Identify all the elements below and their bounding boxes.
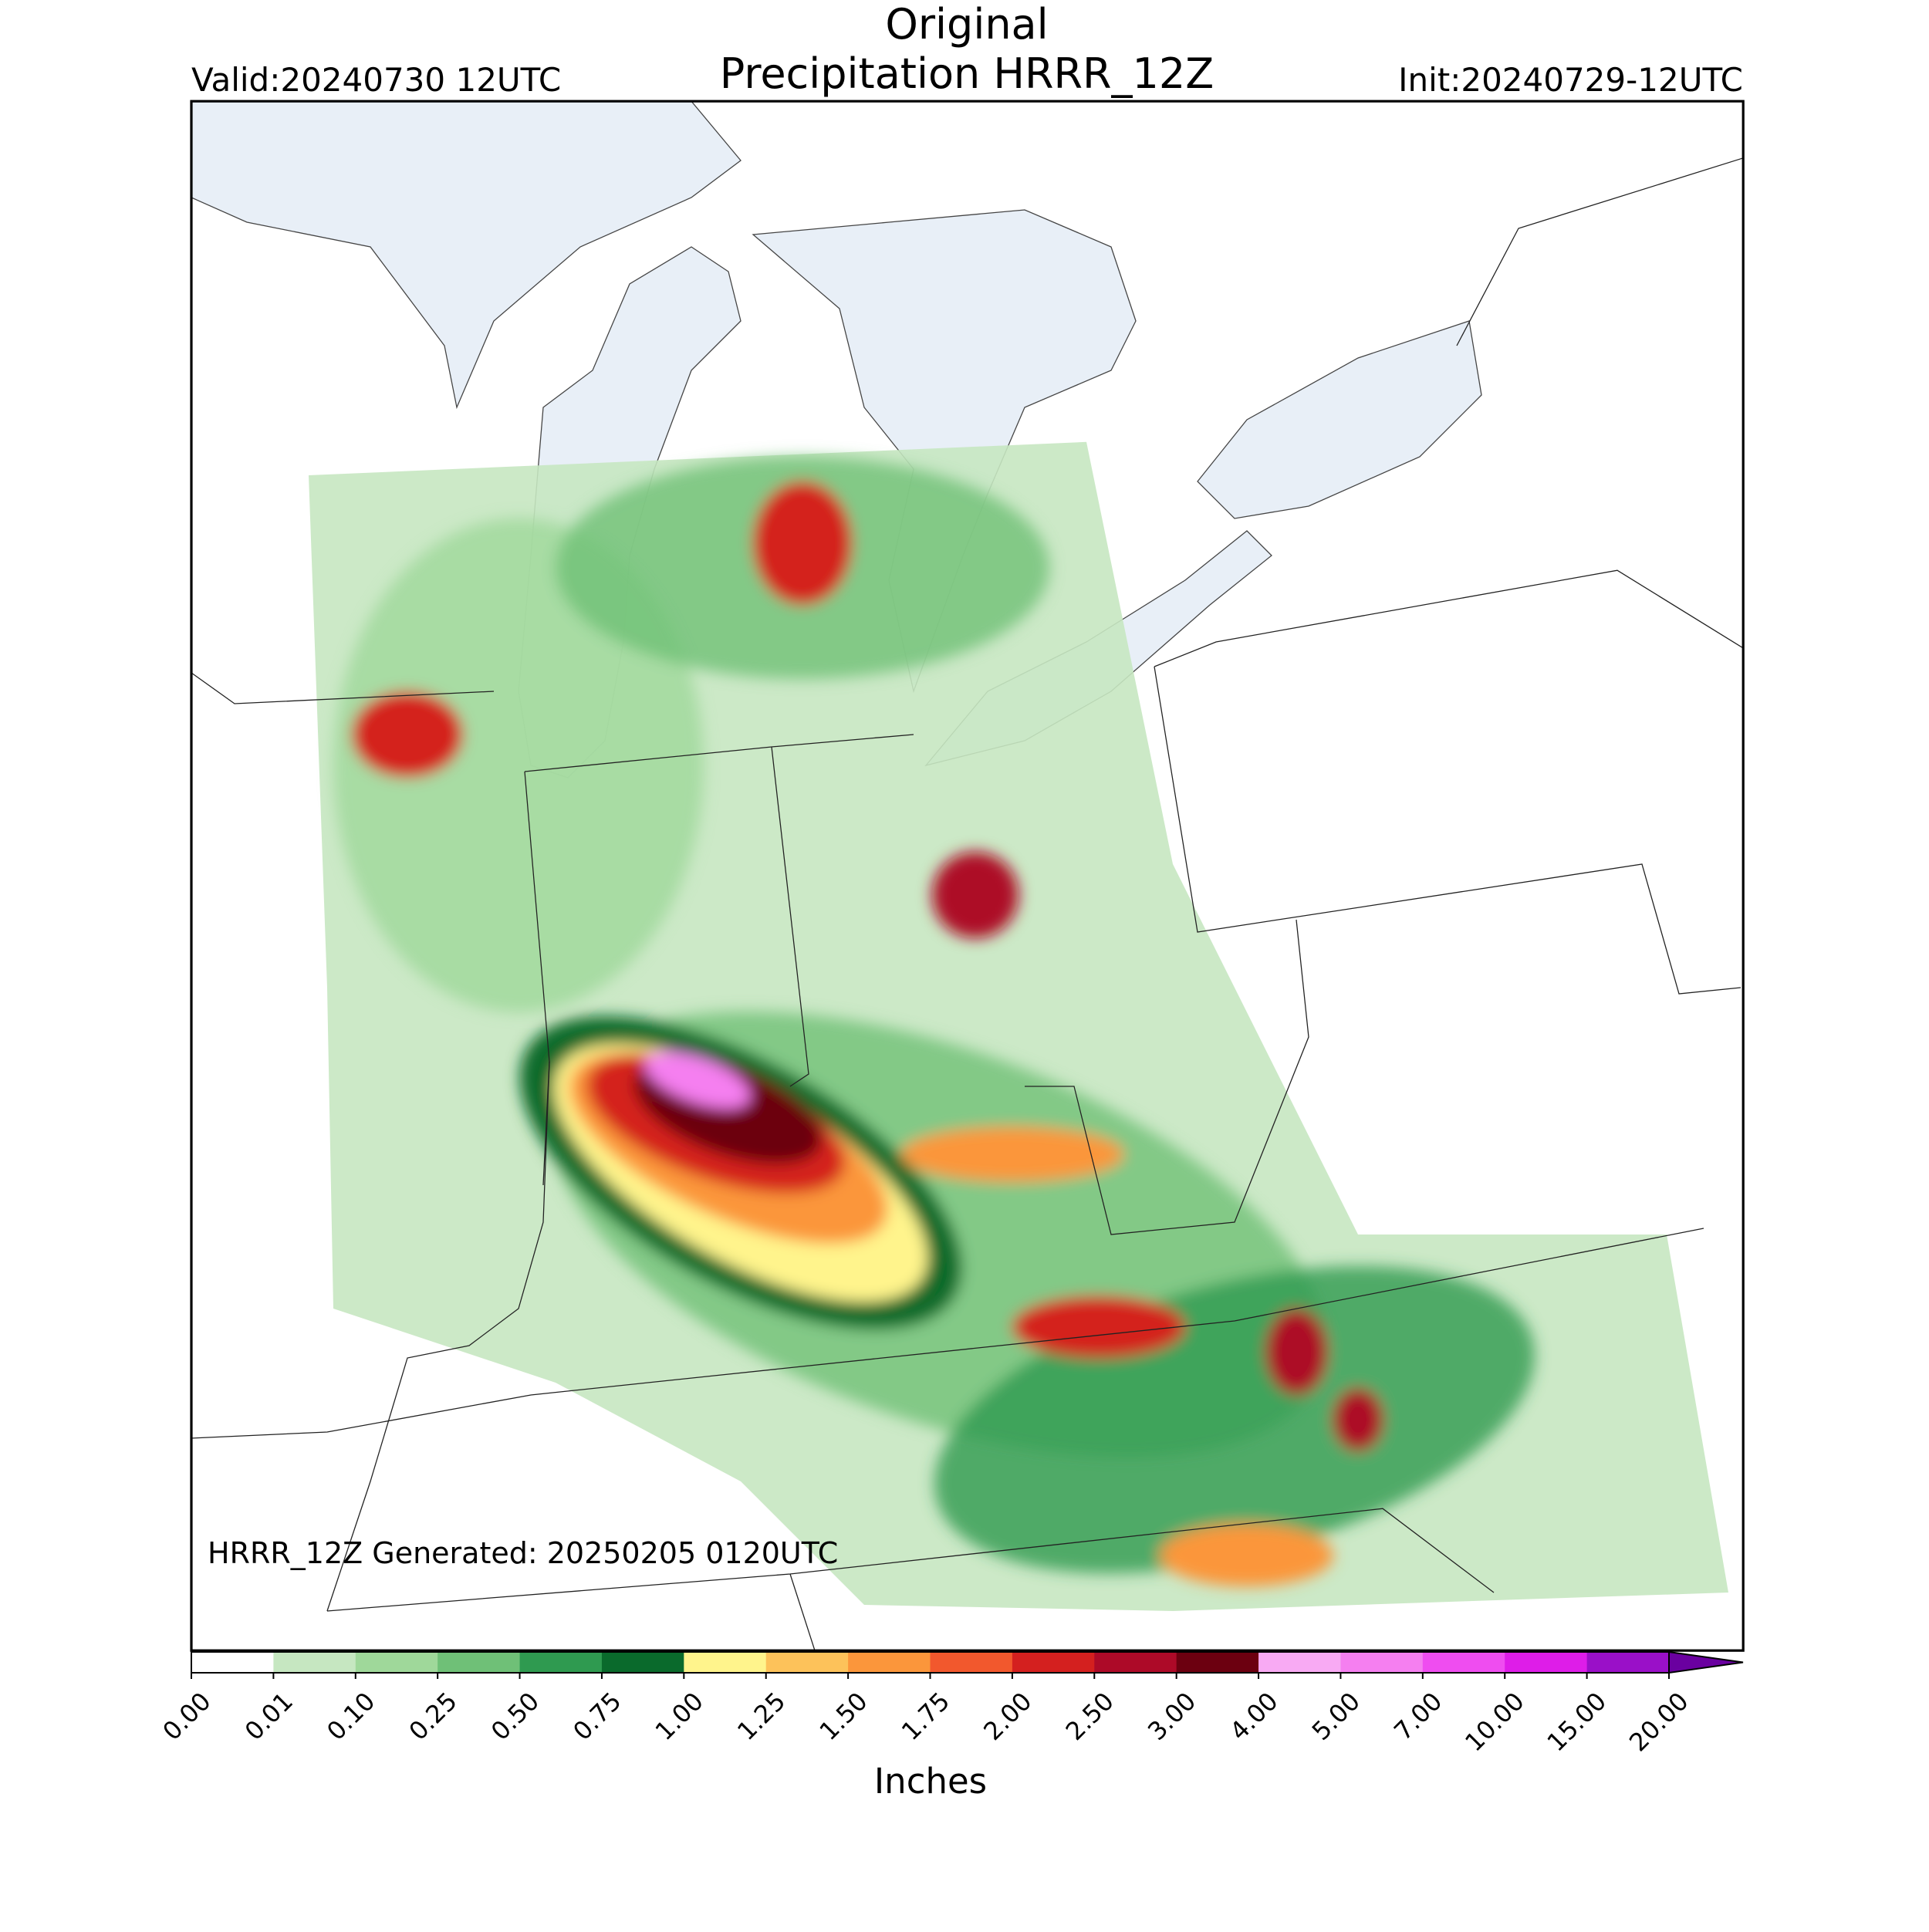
colorbar-segment (684, 1652, 767, 1673)
lake (191, 101, 742, 410)
map-frame (190, 100, 1745, 1652)
colorbar-segment (1094, 1652, 1177, 1673)
valid-time: Valid:20240730 12UTC (191, 61, 561, 99)
colorbar-segment (273, 1652, 356, 1673)
lake (1197, 320, 1482, 519)
colorbar-segment (1586, 1652, 1670, 1673)
precipitation (309, 441, 1728, 1611)
colorbar-segment (1012, 1652, 1095, 1673)
map (190, 100, 1745, 1652)
colorbar-extension (1668, 1650, 1744, 1674)
colorbar-segment (519, 1652, 603, 1673)
colorbar-segment (848, 1652, 931, 1673)
init-time: Init:20240729-12UTC (1398, 61, 1743, 99)
colorbar-segment (1505, 1652, 1588, 1673)
colorbar-label: Inches (874, 1761, 987, 1802)
title-line: Precipitation HRRR_12Z (720, 49, 1214, 98)
colorbar-segment (1258, 1652, 1341, 1673)
title-line: Original (885, 0, 1048, 49)
map-annotation: HRRR_12Z Generated: 20250205 0120UTC (208, 1536, 838, 1570)
colorbar-segment (437, 1652, 521, 1673)
colorbar-segment (1422, 1652, 1505, 1673)
colorbar-segment (601, 1652, 684, 1673)
colorbar-segment (191, 1652, 274, 1673)
colorbar-segment (1340, 1652, 1424, 1673)
colorbar-segment (355, 1652, 438, 1673)
colorbar-segment (765, 1652, 849, 1673)
boundaries (191, 157, 1744, 1651)
colorbar-segment (930, 1652, 1013, 1673)
colorbar-segment (1176, 1652, 1259, 1673)
